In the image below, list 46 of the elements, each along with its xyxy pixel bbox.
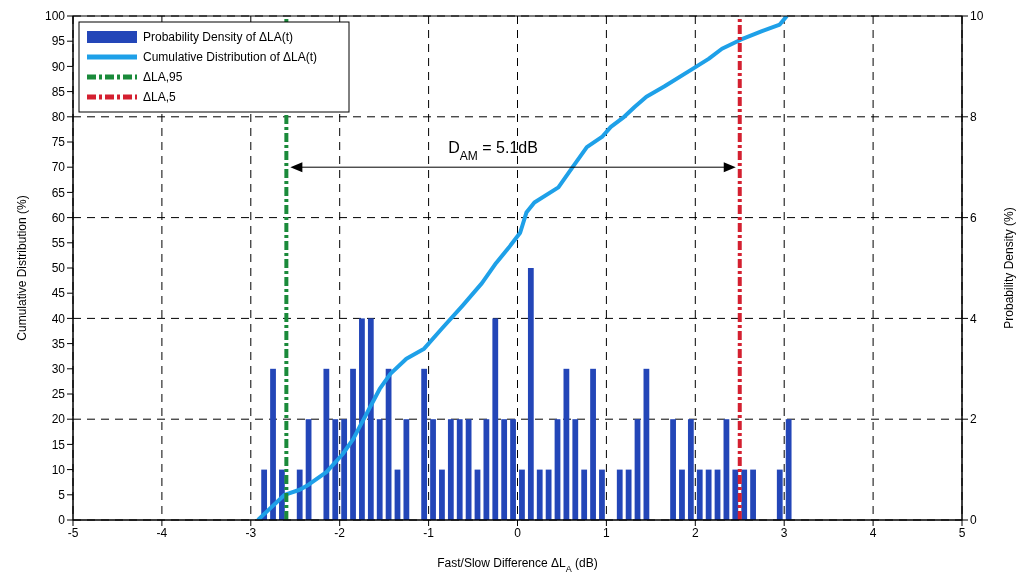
x-tick-label: 1 xyxy=(603,525,611,540)
x-tick-label: -3 xyxy=(245,525,257,540)
y-tick-label: 85 xyxy=(51,84,66,99)
annotation: D$_{AM}$ = 5.1dB xyxy=(448,139,538,164)
x-tick-label: 5 xyxy=(958,525,966,540)
y-tick-label: 45 xyxy=(51,286,66,301)
legend-label: ΔLA,5 xyxy=(143,90,177,104)
x-tick-label: -1 xyxy=(423,525,435,540)
y-tick-label: 75 xyxy=(51,135,66,150)
x-tick-label: 0 xyxy=(514,525,522,540)
y-tick-label: 40 xyxy=(51,311,66,326)
y2-axis-title: Probability Density (%) xyxy=(1002,207,1016,329)
legend-label: Probability Density of ΔLA(t) xyxy=(143,30,294,44)
y-tick-label: 10 xyxy=(51,462,66,477)
y-tick-label: 30 xyxy=(51,362,66,377)
legend-label: Cumulative Distribution of ΔLA(t) xyxy=(143,50,318,64)
y-tick-label: 55 xyxy=(51,236,66,251)
y2-tick-label: 6 xyxy=(970,210,977,225)
y-tick-label: 25 xyxy=(51,387,66,402)
y-tick-label: 20 xyxy=(51,412,66,427)
y2-tick-label: 10 xyxy=(970,9,984,24)
y-tick-label: 95 xyxy=(51,34,66,49)
x-axis-title: Fast/Slow Difference ΔL$_{A}$ (dB) xyxy=(437,556,598,574)
y-tick-label: 15 xyxy=(51,437,66,452)
y-tick-label: 0 xyxy=(58,513,66,528)
y2-tick-label: 8 xyxy=(970,110,977,125)
y-tick-label: 80 xyxy=(51,110,66,125)
y-tick-label: 35 xyxy=(51,336,66,351)
x-tick-label: 2 xyxy=(691,525,699,540)
y-tick-label: 90 xyxy=(51,59,66,74)
y-tick-label: 65 xyxy=(51,185,66,200)
y2-tick-label: 4 xyxy=(970,311,977,326)
x-tick-label: -2 xyxy=(334,525,346,540)
y-tick-label: 100 xyxy=(44,9,66,24)
x-tick-label: -4 xyxy=(156,525,168,540)
legend-label: ΔLA,95 xyxy=(143,70,183,84)
x-tick-label: -5 xyxy=(67,525,79,540)
y-tick-label: 70 xyxy=(51,160,66,175)
y-tick-label: 60 xyxy=(51,210,66,225)
x-tick-label: 3 xyxy=(780,525,788,540)
y-tick-label: 50 xyxy=(51,261,66,276)
y2-tick-label: 2 xyxy=(970,412,977,427)
y-tick-label: 5 xyxy=(58,488,66,503)
x-tick-label: 4 xyxy=(869,525,877,540)
y-axis-title: Cumulative Distribution (%) xyxy=(15,195,29,341)
y2-tick-label: 0 xyxy=(970,513,977,528)
